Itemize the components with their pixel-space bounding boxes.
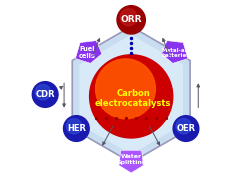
Circle shape	[35, 84, 50, 100]
Text: HER: HER	[66, 124, 86, 133]
Circle shape	[66, 119, 82, 134]
Polygon shape	[161, 41, 187, 63]
Polygon shape	[75, 41, 102, 63]
Text: Carbon
electrocatalysts: Carbon electrocatalysts	[94, 89, 170, 108]
Circle shape	[89, 55, 172, 138]
Circle shape	[175, 119, 190, 134]
Circle shape	[63, 116, 89, 141]
Circle shape	[95, 59, 155, 119]
Text: ORR: ORR	[120, 15, 141, 24]
Circle shape	[32, 82, 58, 107]
Polygon shape	[79, 35, 182, 154]
Text: Water
Splitting: Water Splitting	[116, 154, 146, 165]
Circle shape	[116, 6, 145, 34]
Polygon shape	[118, 150, 143, 173]
Text: Fuel
cells: Fuel cells	[78, 46, 95, 59]
Circle shape	[120, 9, 136, 26]
Polygon shape	[72, 26, 189, 163]
Text: Metal-air
batteries: Metal-air batteries	[161, 47, 189, 58]
Text: OER: OER	[176, 124, 195, 133]
Text: CDR: CDR	[35, 90, 55, 99]
Circle shape	[172, 116, 198, 141]
